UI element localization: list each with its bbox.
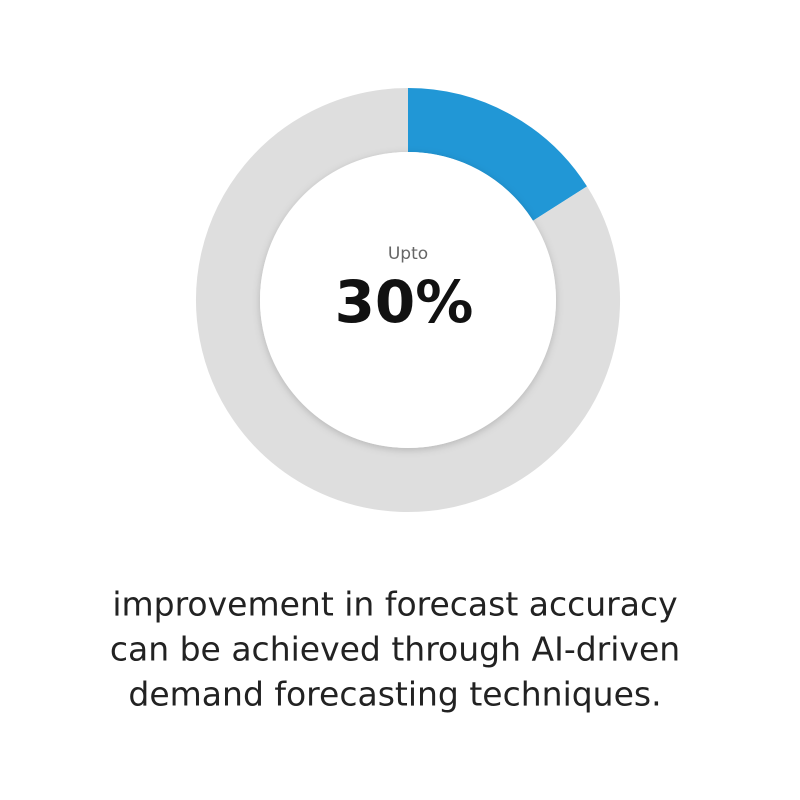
donut-segment — [196, 88, 620, 512]
footnote-line: can be achieved through AI-driven — [110, 630, 680, 669]
donut-chart — [196, 88, 620, 512]
footnote-line: improvement in forecast accuracy — [112, 585, 677, 624]
center-label: 30% — [335, 268, 474, 336]
footnote: improvement in forecast accuracy can be a… — [110, 585, 680, 714]
footnote-line: demand forecasting techniques. — [128, 675, 661, 714]
donut-segment — [407, 88, 587, 222]
center-caption: Upto — [388, 244, 428, 264]
donut-hole — [260, 152, 556, 448]
